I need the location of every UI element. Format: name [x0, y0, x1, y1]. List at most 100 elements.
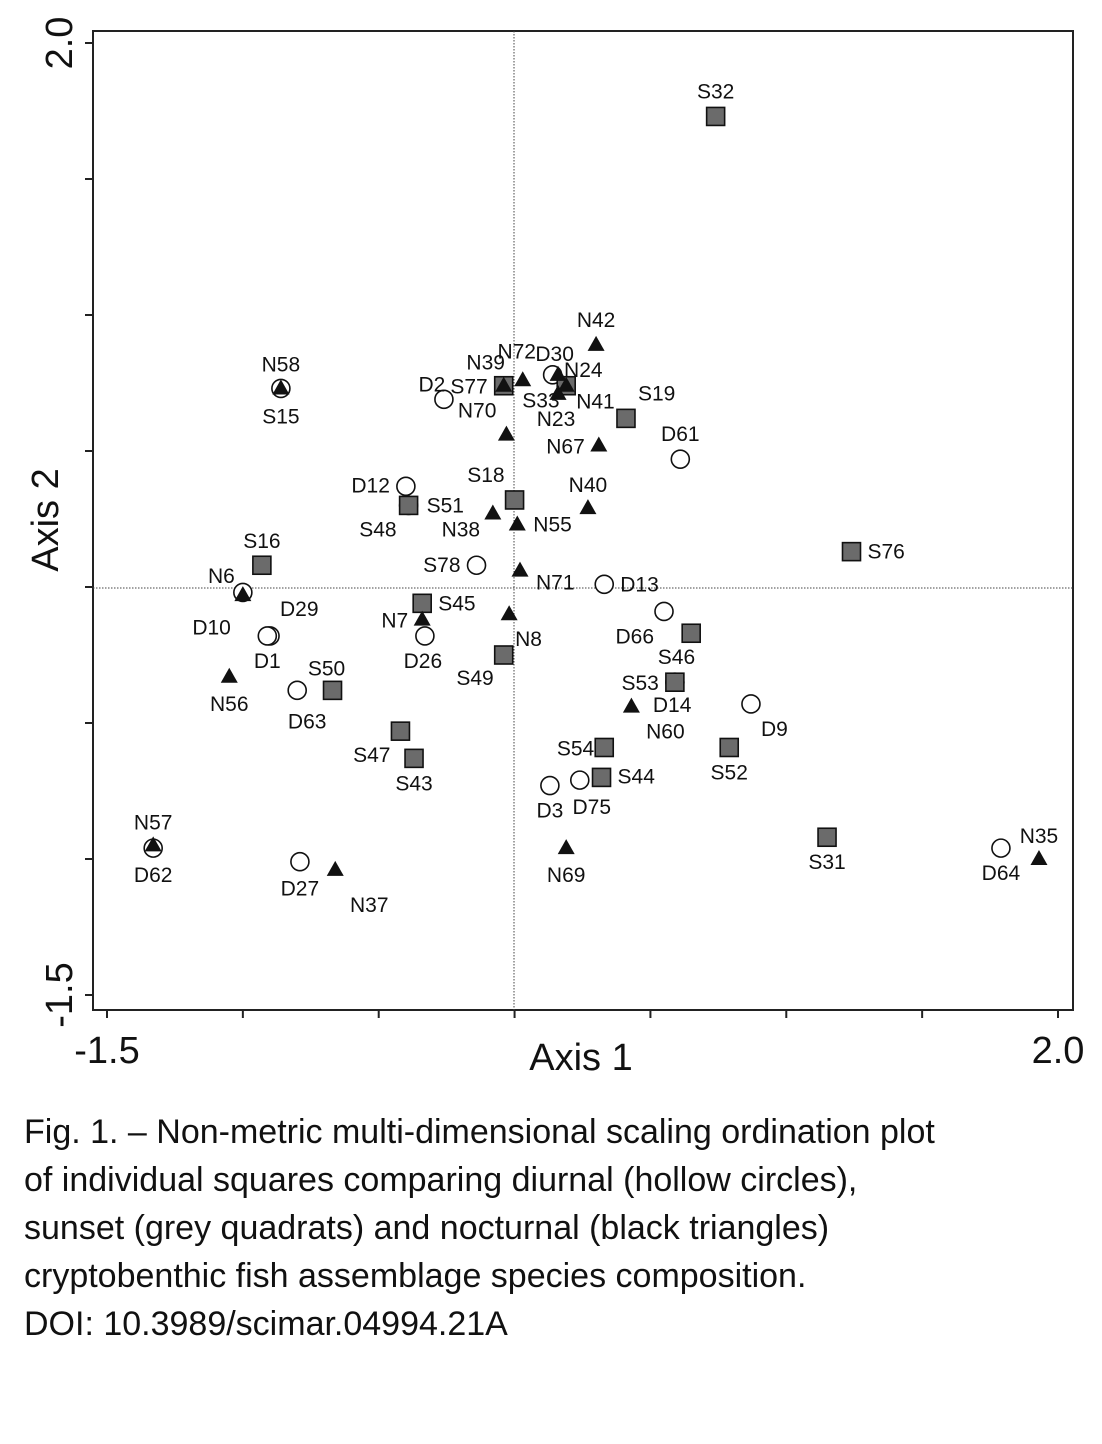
data-points: [143, 106, 1048, 876]
nocturnal-point-N58: [272, 379, 290, 395]
nocturnal-point-N23: [549, 384, 567, 400]
point-label-D30: D30: [535, 343, 574, 366]
point-label-S45: S45: [438, 592, 475, 615]
nocturnal-point-N24: [549, 365, 567, 381]
y-tick-label: 2.0: [39, 17, 81, 70]
nocturnal-point-N8: [500, 605, 518, 621]
diurnal-point-D9: [741, 694, 761, 714]
point-label-N37: N37: [350, 894, 389, 917]
nocturnal-point-N39: [495, 376, 513, 392]
x-axis-ticks: -1.5 2.0: [74, 1010, 1084, 1072]
sunset-point-S52: [719, 737, 740, 758]
point-label-N69: N69: [547, 864, 586, 887]
sunset-point-S45: [412, 593, 432, 614]
sunset-point-S18: [504, 490, 525, 510]
nocturnal-point-N69: [557, 839, 575, 855]
point-label-S33: S33: [522, 390, 559, 413]
nocturnal-point-N6: [234, 586, 252, 602]
caption-line: DOI: 10.3989/scimar.04994.21A: [24, 1305, 508, 1343]
point-label-S53: S53: [622, 672, 659, 695]
y-axis-ticks: 2.0 -1.5: [39, 17, 93, 1028]
point-label-D26: D26: [404, 650, 443, 673]
point-label-S43: S43: [395, 772, 432, 795]
point-label-S32: S32: [697, 80, 734, 103]
point-label-S31: S31: [808, 851, 845, 874]
point-label-D9: D9: [761, 718, 788, 741]
point-label-N71: N71: [536, 572, 575, 595]
point-label-N72: N72: [497, 340, 536, 363]
caption-line: Fig. 1. – Non-metric multi-dimensional s…: [24, 1113, 935, 1151]
point-label-S18: S18: [467, 464, 504, 487]
point-label-D29: D29: [280, 598, 319, 621]
point-label-N24: N24: [564, 359, 603, 382]
x-axis-title: Axis 1: [529, 1037, 632, 1079]
sunset-point-S50: [322, 680, 343, 701]
diurnal-point-S78: [466, 555, 487, 576]
sunset-point-S76: [841, 541, 862, 562]
y-tick-label: -1.5: [39, 962, 81, 1027]
point-label-D75: D75: [573, 796, 612, 819]
point-label-S78: S78: [423, 554, 460, 577]
point-label-N39: N39: [466, 352, 505, 375]
point-label-S77: S77: [450, 376, 487, 399]
plot-frame: [92, 30, 1074, 1011]
point-label-S50: S50: [308, 657, 345, 680]
diurnal-point-D61: [670, 449, 691, 469]
point-label-D3: D3: [536, 800, 563, 823]
sunset-point-S53: [665, 672, 685, 693]
nocturnal-point-N42: [587, 335, 605, 351]
sunset-point-S16: [252, 555, 272, 576]
point-label-N38: N38: [442, 519, 481, 542]
nocturnal-point-N55: [508, 515, 526, 531]
diurnal-point-D75: [569, 770, 590, 790]
point-label-D1: D1: [254, 650, 281, 673]
point-label-D61: D61: [661, 423, 700, 446]
point-label-N55: N55: [533, 513, 572, 536]
point-label-N41: N41: [576, 391, 615, 414]
nocturnal-point-N70: [497, 425, 515, 441]
nocturnal-point-N72: [514, 371, 532, 387]
diurnal-point-D1: [257, 626, 278, 646]
diurnal-point-D2: [434, 389, 454, 410]
nocturnal-point-N41: [557, 376, 575, 392]
nocturnal-point-N57: [144, 836, 162, 852]
point-label-S49: S49: [456, 667, 493, 690]
point-label-N67: N67: [546, 436, 585, 459]
point-label-S54: S54: [557, 737, 595, 760]
point-label-D62: D62: [134, 864, 173, 887]
y-axis-title: Axis 2: [25, 468, 67, 571]
point-label-S51: S51: [427, 494, 464, 517]
point-label-N60: N60: [646, 721, 685, 744]
sunset-point-S54: [594, 737, 615, 758]
x-tick-label: 2.0: [1032, 1030, 1085, 1072]
point-label-N58: N58: [262, 353, 301, 376]
point-label-D63: D63: [288, 710, 327, 733]
x-tick-label: -1.5: [74, 1030, 139, 1072]
nocturnal-point-N7: [413, 610, 431, 626]
point-label-N6: N6: [208, 565, 235, 588]
point-label-D10: D10: [192, 616, 231, 639]
point-label-D64: D64: [982, 862, 1021, 885]
diurnal-point-D12: [396, 476, 416, 497]
sunset-point-S43: [404, 748, 424, 769]
diurnal-point-D26: [415, 626, 435, 646]
caption-line: cryptobenthic fish assemblage species co…: [24, 1257, 807, 1295]
point-label-S47: S47: [353, 744, 390, 767]
point-label-D13: D13: [620, 573, 659, 596]
nocturnal-point-N35: [1030, 850, 1048, 865]
diurnal-point-D27: [290, 851, 310, 872]
nocturnal-point-N67: [590, 436, 608, 452]
point-label-S44: S44: [618, 765, 656, 788]
diurnal-point-D64: [991, 838, 1011, 858]
sunset-point-S51: [398, 495, 419, 516]
sunset-point-S47: [390, 721, 411, 741]
nocturnal-point-N71: [511, 561, 529, 577]
diurnal-point-D63: [287, 680, 308, 701]
point-label-S46: S46: [658, 646, 695, 669]
nocturnal-point-N60: [622, 697, 640, 713]
point-label-N8: N8: [515, 628, 542, 651]
caption-line: of individual squares comparing diurnal …: [24, 1161, 858, 1199]
point-label-N35: N35: [1020, 825, 1059, 848]
sunset-point-S32: [705, 106, 726, 127]
